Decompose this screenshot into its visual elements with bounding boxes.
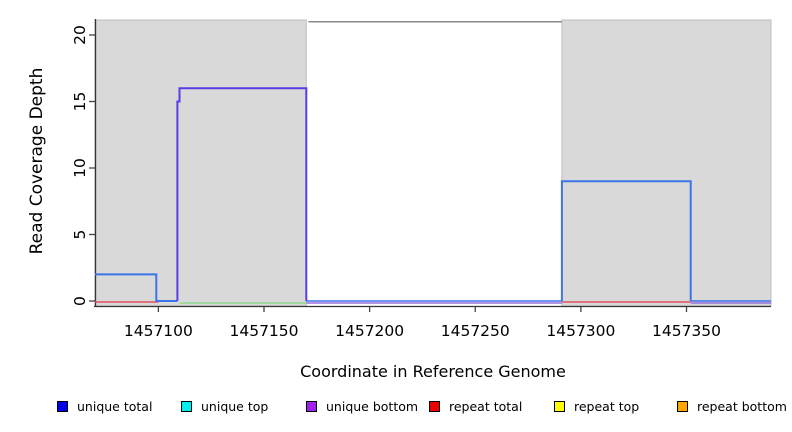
y-tick-label: 15 — [71, 92, 89, 112]
coverage-segment-unique-total-hump-right — [560, 180, 692, 301]
coverage-segment-unique-hump-left — [176, 87, 308, 301]
coverage-segment-unique-total-left-step — [95, 273, 178, 302]
x-tick-label: 1457200 — [335, 322, 404, 340]
y-tick-label: 10 — [71, 158, 89, 178]
x-tick-label: 1457300 — [546, 322, 615, 340]
repeat-region-rect — [561, 19, 772, 307]
x-axis-title: Coordinate in Reference Genome — [300, 362, 566, 381]
y-axis-title: Read Coverage Depth — [27, 67, 47, 255]
y-tick-label: 20 — [71, 25, 89, 45]
x-tick-label: 1457150 — [229, 322, 298, 340]
repeat-region-rect — [94, 19, 307, 307]
x-tick-label: 1457350 — [652, 322, 721, 340]
y-tick-label: 5 — [71, 230, 89, 240]
x-tick-label: 1457100 — [124, 322, 193, 340]
x-tick-label: 1457250 — [441, 322, 510, 340]
y-tick-label: 0 — [71, 296, 89, 306]
